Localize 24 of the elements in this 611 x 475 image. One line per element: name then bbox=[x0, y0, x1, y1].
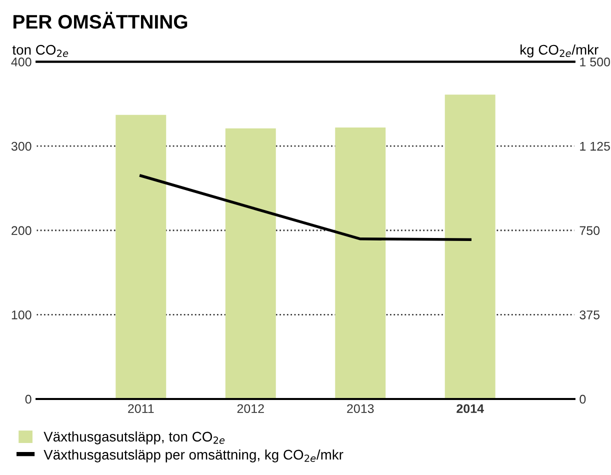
legend-label: Växthusgasutsläpp, ton CO$_{2e}$ bbox=[44, 431, 225, 444]
chart-title: PER OMSÄTTNING bbox=[14, 12, 188, 29]
x-tick-label: 2012 bbox=[237, 404, 264, 414]
y2-axis-title: kg CO$_{2e}$/mkr bbox=[520, 44, 598, 58]
y-tick-label: 300 bbox=[11, 142, 32, 151]
y2-tick-label: 750 bbox=[580, 226, 600, 236]
x-tick-label: 2014 bbox=[456, 404, 484, 414]
legend-label: Växthusgasutsläpp per omsättning, kg CO$_{2e}$/mkr bbox=[44, 449, 344, 462]
x-tick-label: 2011 bbox=[128, 404, 154, 414]
y-tick-label: 200 bbox=[12, 226, 32, 236]
y2-tick-label: 0 bbox=[580, 394, 586, 404]
y2-tick-label: 375 bbox=[580, 310, 600, 320]
bar bbox=[225, 128, 276, 399]
bar bbox=[335, 128, 386, 399]
x-tick-label: 2013 bbox=[347, 404, 374, 414]
y-tick-label: 400 bbox=[11, 58, 32, 66]
y2-tick-label: 1 500 bbox=[580, 58, 610, 66]
y-tick-label: 0 bbox=[25, 394, 32, 404]
y-axis-title: ton CO$_{2e}$ bbox=[12, 44, 68, 58]
line-series bbox=[140, 174, 472, 241]
y2-tick-label: 1 125 bbox=[580, 142, 610, 151]
y-tick-label: 100 bbox=[12, 310, 32, 320]
bar bbox=[444, 94, 496, 399]
bar bbox=[116, 114, 166, 399]
